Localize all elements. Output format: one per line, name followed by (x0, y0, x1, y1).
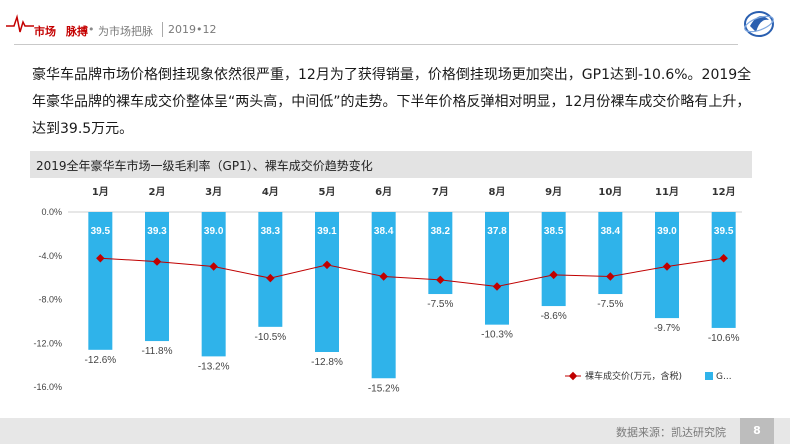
gp1-value-label: -10.6% (708, 333, 740, 344)
month-label: 7月 (432, 186, 449, 198)
price-marker (322, 260, 332, 270)
y-tick-label: -16.0% (33, 382, 62, 392)
price-marker (719, 254, 728, 263)
gp1-bar (145, 212, 169, 342)
gp1-value-label: -8.6% (541, 311, 567, 322)
price-value-label: 39.5 (714, 226, 734, 237)
price-value-label: 39.0 (657, 226, 677, 237)
summary-paragraph: 豪华车品牌市场价格倒挂现象依然很严重，12月为了获得销量，价格倒挂现场更加突出，… (32, 67, 752, 137)
month-label: 11月 (655, 186, 679, 198)
chart-title: 2019全年豪华车市场一级毛利率（GP1）、裸车成交价趋势变化 (36, 159, 373, 173)
y-tick-label: -12.0% (33, 338, 62, 348)
price-value-label: 39.0 (204, 226, 224, 237)
company-logo (744, 11, 774, 37)
price-marker (96, 254, 105, 263)
gp1-bar (598, 212, 623, 295)
gp1-value-label: -15.2% (368, 383, 400, 394)
gp1-bar (371, 212, 396, 379)
price-value-label: 37.8 (487, 226, 507, 237)
month-label: 9月 (545, 186, 562, 198)
header-pulse: 脉搏 (66, 25, 88, 38)
page-number: 8 (740, 418, 774, 444)
price-value-label: 38.5 (544, 226, 564, 237)
price-marker (266, 273, 275, 283)
header-slogan: 为市场把脉 (98, 25, 153, 38)
month-label: 5月 (319, 186, 336, 198)
price-line (100, 257, 724, 287)
header-dot: • (88, 23, 95, 36)
gp1-bar (711, 212, 736, 328)
gp1-value-label: -7.5% (597, 299, 623, 310)
gp1-value-label: -11.8% (142, 346, 173, 357)
gp1-value-label: -10.3% (481, 330, 513, 341)
price-value-label: 38.3 (261, 226, 281, 237)
price-marker (379, 272, 388, 281)
gp1-value-label: -10.5% (254, 332, 286, 343)
legend-price-label: 裸车成交价(万元，含税) (585, 370, 682, 382)
chart-title-bar: 2019全年豪华车市场一级毛利率（GP1）、裸车成交价趋势变化 (30, 151, 752, 178)
gp1-bar (485, 212, 509, 325)
price-marker (549, 270, 558, 280)
header-market: 市场 (34, 25, 56, 38)
y-tick-label: -8.0% (38, 295, 62, 305)
month-label: 10月 (598, 186, 622, 198)
header-divider (14, 44, 738, 45)
month-label: 6月 (375, 186, 392, 198)
pulse-icon (6, 14, 34, 33)
slide-header: 市场 脉搏 • 为市场把脉 2019•12 (0, 0, 790, 46)
y-tick-label: 0.0% (41, 207, 62, 217)
price-value-label: 39.5 (91, 226, 111, 237)
chart-panel: 2019全年豪华车市场一级毛利率（GP1）、裸车成交价趋势变化 0.0% -4.0… (30, 151, 752, 398)
month-label: 8月 (489, 186, 506, 198)
price-marker (606, 272, 615, 281)
gp1-bar (541, 212, 566, 307)
gp1-bar (88, 212, 113, 350)
gp1-value-label: -13.2% (198, 361, 230, 372)
gp1-bar (201, 212, 226, 357)
price-value-label: 39.3 (147, 226, 167, 237)
y-tick-label: -4.0% (38, 251, 62, 261)
price-value-label: 38.2 (431, 226, 451, 237)
chart-plot: 0.0% -4.0% -8.0% -12.0% -16.0% 1月 -12.6% 2月 -11.… (33, 186, 742, 394)
month-label: 12月 (712, 186, 736, 198)
slide-footer: 数据来源：凯达研究院 8 (0, 418, 790, 444)
header-date: 2019•12 (168, 23, 217, 36)
legend-bar-swatch (705, 372, 713, 380)
gp1-bar (315, 212, 339, 352)
data-source: 数据来源：凯达研究院 (616, 426, 726, 439)
gp1-value-label: -12.6% (84, 355, 116, 366)
gp1-value-label: -7.5% (427, 299, 453, 310)
header-separator (162, 22, 163, 37)
price-value-label: 38.4 (601, 226, 621, 237)
legend-gp1-label: G... (716, 372, 732, 382)
month-label: 2月 (149, 186, 166, 198)
month-label: 1月 (92, 186, 109, 198)
month-label: 4月 (262, 186, 279, 198)
price-value-label: 39.1 (317, 226, 337, 237)
price-value-label: 38.4 (374, 226, 394, 237)
gp1-value-label: -9.7% (654, 323, 680, 334)
price-marker (436, 275, 445, 285)
gp1-value-label: -12.8% (311, 357, 343, 368)
price-marker (209, 262, 218, 271)
month-label: 3月 (205, 186, 222, 198)
gp1-bar (258, 212, 283, 327)
legend-line-marker (568, 371, 578, 381)
price-marker (492, 282, 502, 291)
